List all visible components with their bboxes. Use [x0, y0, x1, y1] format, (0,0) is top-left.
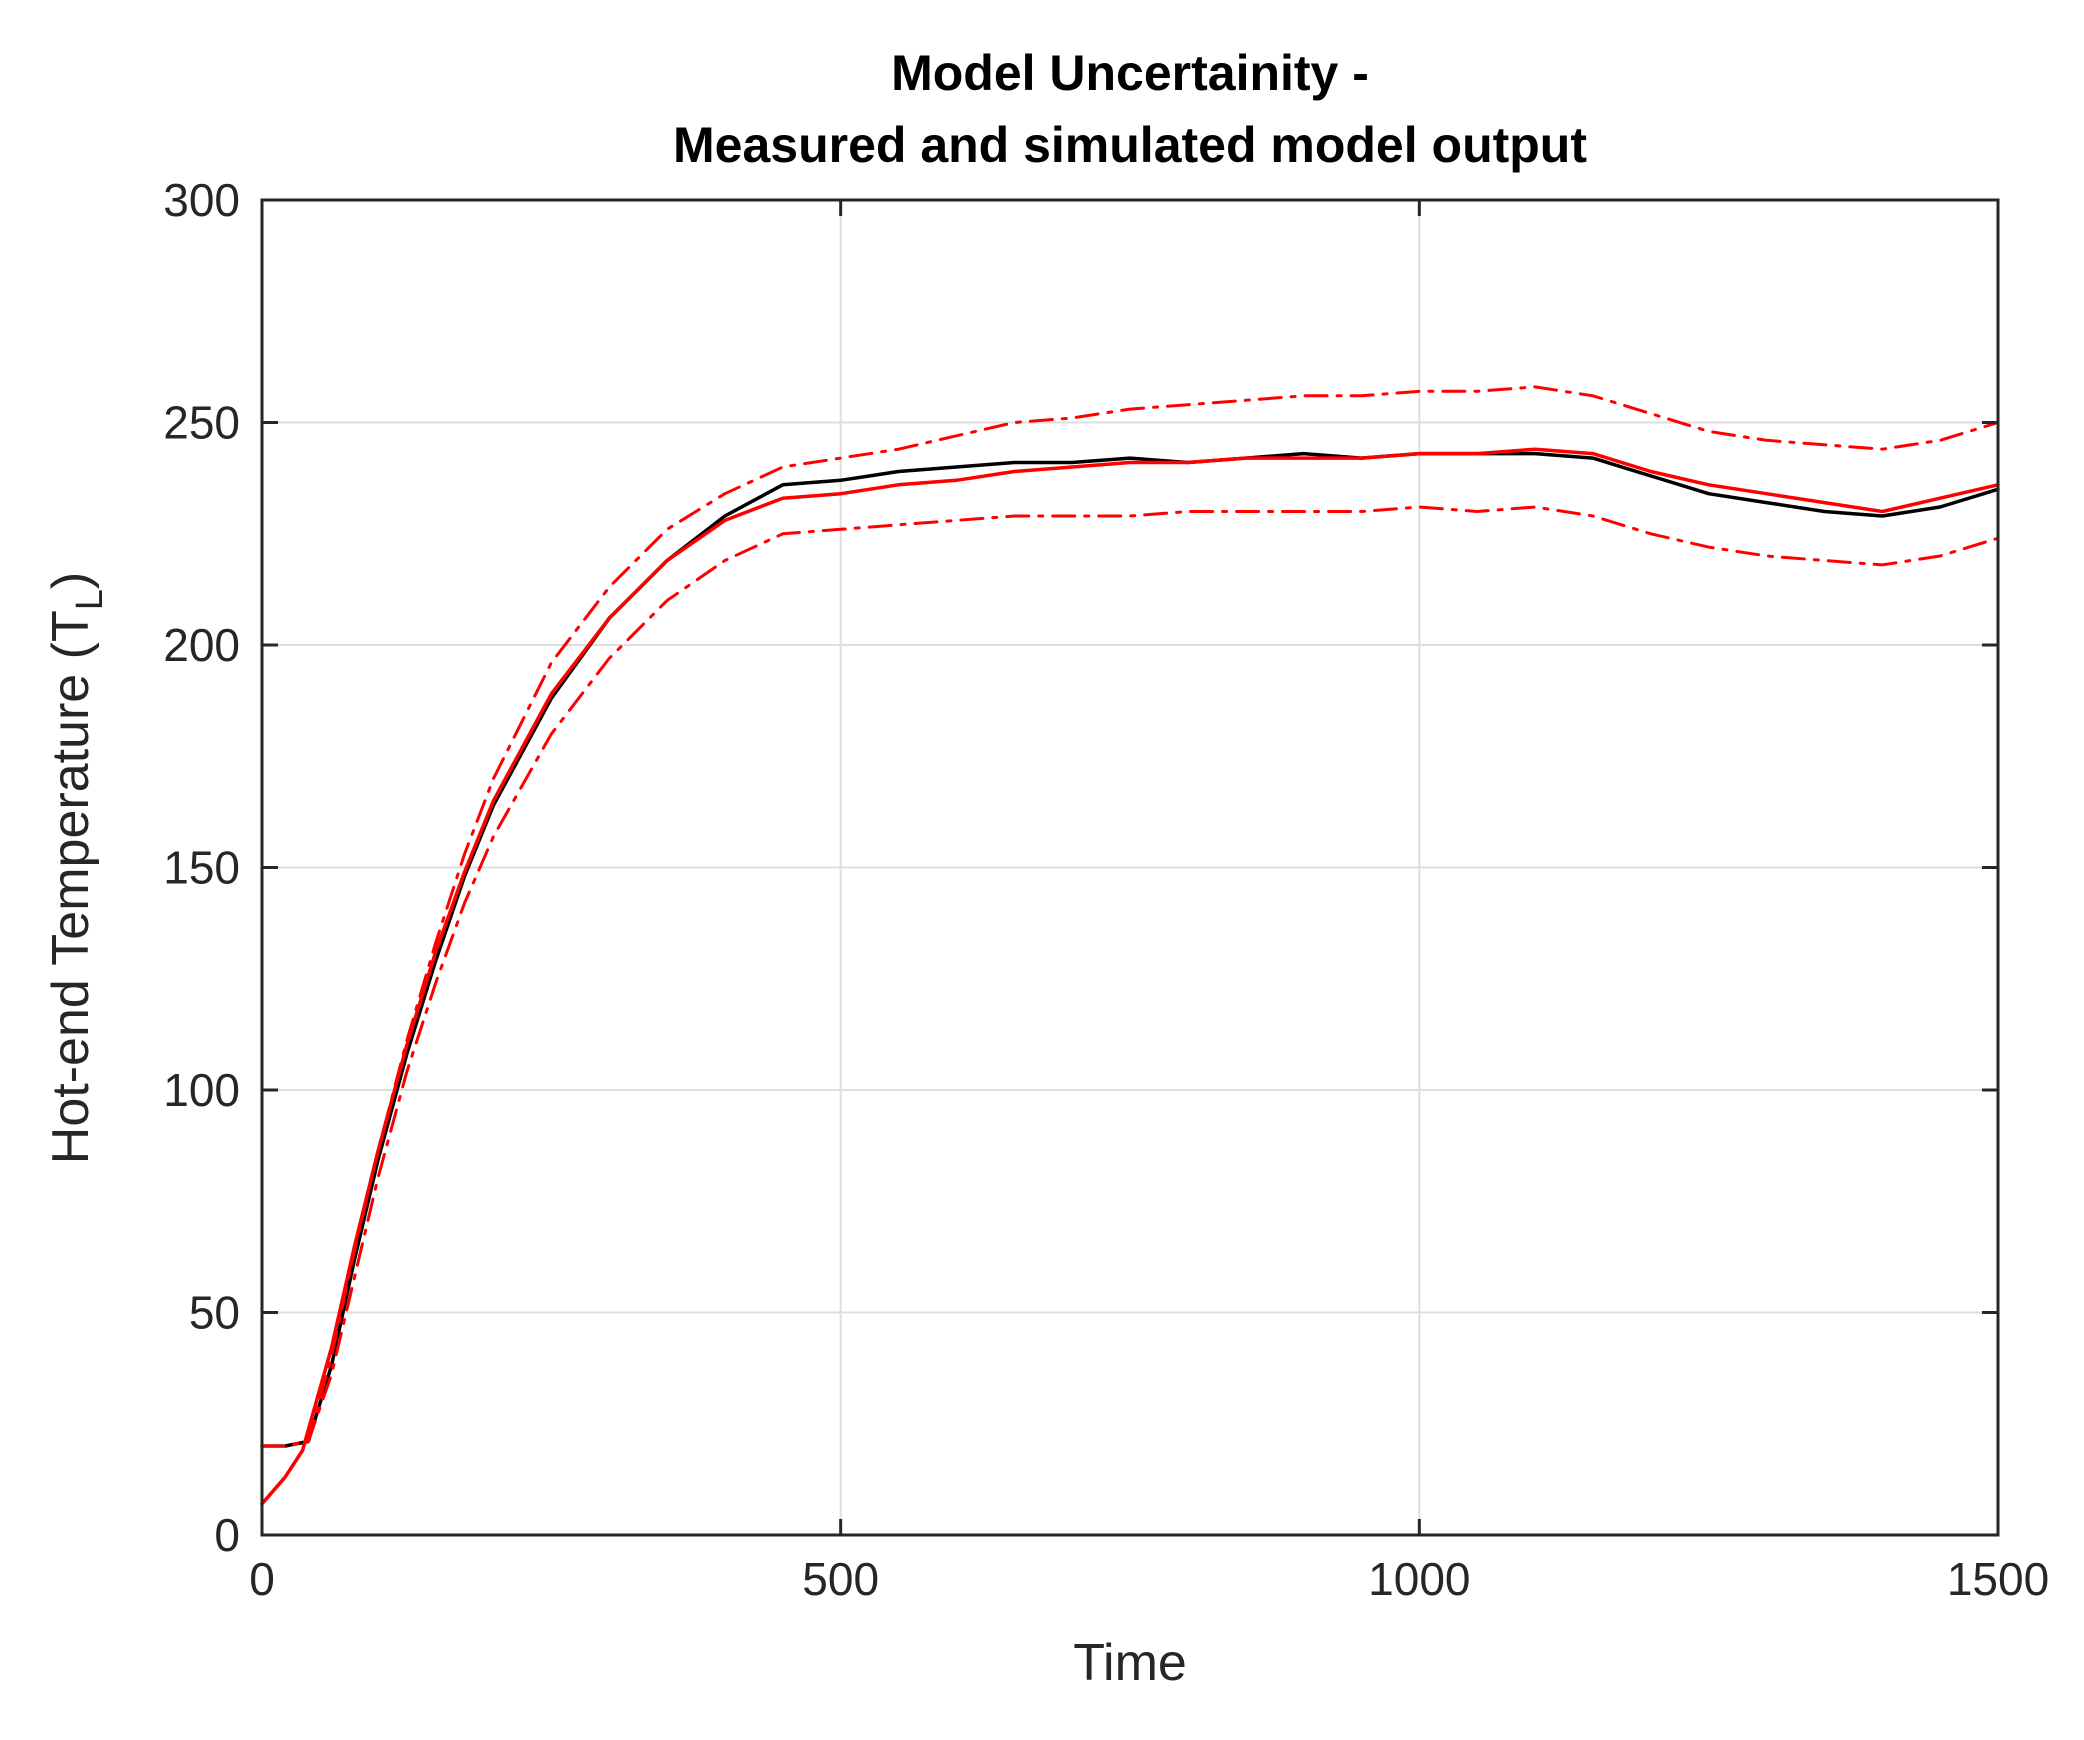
lower-bound-line [260, 505, 2000, 1448]
y-tick-label: 150 [163, 842, 240, 894]
upper-bound-line [260, 385, 2000, 1448]
y-tick-label: 50 [189, 1287, 240, 1339]
y-tick-label: 0 [214, 1509, 240, 1561]
chart-title-line-1: Model Uncertainity - [891, 45, 1369, 101]
data-series [260, 385, 2000, 1506]
x-tick-label: 1000 [1368, 1553, 1470, 1605]
measured-output-line [260, 451, 2000, 1448]
chart-title-line-2: Measured and simulated model output [673, 117, 1587, 173]
tick-marks [260, 198, 2000, 1537]
y-tick-label: 200 [163, 619, 240, 671]
y-axis-label-subscript: L [69, 589, 111, 610]
x-tick-label: 500 [802, 1553, 879, 1605]
x-axis-label: Time [1073, 1634, 1187, 1692]
x-tick-label: 1500 [1947, 1553, 2049, 1605]
tick-labels: 0 500 1000 1500 0 50 100 150 200 250 300 [163, 174, 2049, 1605]
y-tick-label: 300 [163, 174, 240, 226]
x-tick-label: 0 [249, 1553, 275, 1605]
y-tick-label: 100 [163, 1064, 240, 1116]
y-axis-label-main: Hot-end Temperature (T [42, 610, 100, 1164]
y-axis-label: Hot-end Temperature (TL) [42, 572, 111, 1164]
y-tick-label: 250 [163, 397, 240, 449]
y-axis-label-close: ) [42, 572, 100, 589]
